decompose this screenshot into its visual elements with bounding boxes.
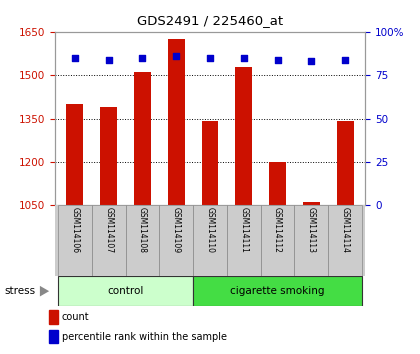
- Bar: [261, 205, 294, 276]
- Bar: [49, 310, 58, 324]
- Bar: [58, 276, 193, 306]
- Text: count: count: [62, 312, 89, 322]
- Polygon shape: [40, 286, 49, 297]
- Text: GDS2491 / 225460_at: GDS2491 / 225460_at: [137, 14, 283, 27]
- Bar: [328, 205, 362, 276]
- Text: GSM114109: GSM114109: [172, 207, 181, 253]
- Point: [207, 55, 213, 61]
- Text: GSM114114: GSM114114: [341, 207, 349, 253]
- Text: GSM114107: GSM114107: [104, 207, 113, 253]
- Bar: [235, 67, 252, 205]
- Text: stress: stress: [4, 286, 35, 296]
- Text: percentile rank within the sample: percentile rank within the sample: [62, 332, 227, 342]
- Text: GSM114112: GSM114112: [273, 207, 282, 253]
- Text: GSM114108: GSM114108: [138, 207, 147, 253]
- Bar: [126, 205, 159, 276]
- Text: GSM114113: GSM114113: [307, 207, 316, 253]
- Bar: [193, 276, 362, 306]
- Bar: [337, 121, 354, 205]
- Bar: [49, 330, 58, 343]
- Bar: [66, 104, 83, 205]
- Point: [71, 55, 78, 61]
- Text: control: control: [108, 286, 144, 296]
- Point: [342, 57, 349, 62]
- Bar: [303, 202, 320, 205]
- Point: [274, 57, 281, 62]
- Bar: [227, 205, 261, 276]
- Bar: [193, 205, 227, 276]
- Text: GSM114106: GSM114106: [71, 207, 79, 253]
- Bar: [269, 162, 286, 205]
- Text: GSM114110: GSM114110: [205, 207, 215, 253]
- Bar: [58, 205, 92, 276]
- Text: GSM114111: GSM114111: [239, 207, 248, 253]
- Bar: [100, 107, 117, 205]
- Bar: [168, 39, 185, 205]
- Text: cigarette smoking: cigarette smoking: [230, 286, 325, 296]
- Bar: [202, 121, 218, 205]
- Point: [308, 58, 315, 64]
- Point: [105, 57, 112, 62]
- Point: [139, 55, 146, 61]
- Bar: [92, 205, 126, 276]
- Point: [240, 55, 247, 61]
- Bar: [159, 205, 193, 276]
- Point: [173, 53, 180, 59]
- Bar: [294, 205, 328, 276]
- Bar: [134, 72, 151, 205]
